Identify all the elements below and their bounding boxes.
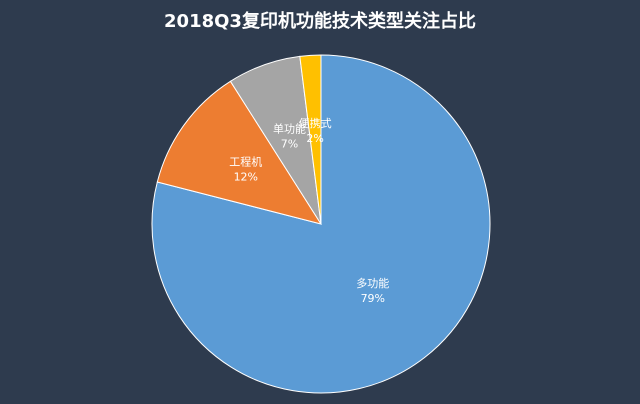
- pie-slice: [151, 54, 491, 394]
- pie-slice: [299, 54, 322, 225]
- slice-label: 单功能: [273, 122, 306, 136]
- slice-label: 工程机: [229, 154, 262, 168]
- chart-title: 2018Q3复印机功能技术类型关注占比: [164, 10, 476, 32]
- slice-value: 12%: [234, 170, 258, 183]
- slice-label: 便携式: [299, 116, 332, 130]
- slice-value: 7%: [281, 138, 298, 151]
- slice-label: 多功能: [356, 276, 389, 290]
- pie-slice: [156, 80, 323, 225]
- slice-value: 79%: [361, 292, 385, 305]
- slice-value: 2%: [306, 132, 323, 145]
